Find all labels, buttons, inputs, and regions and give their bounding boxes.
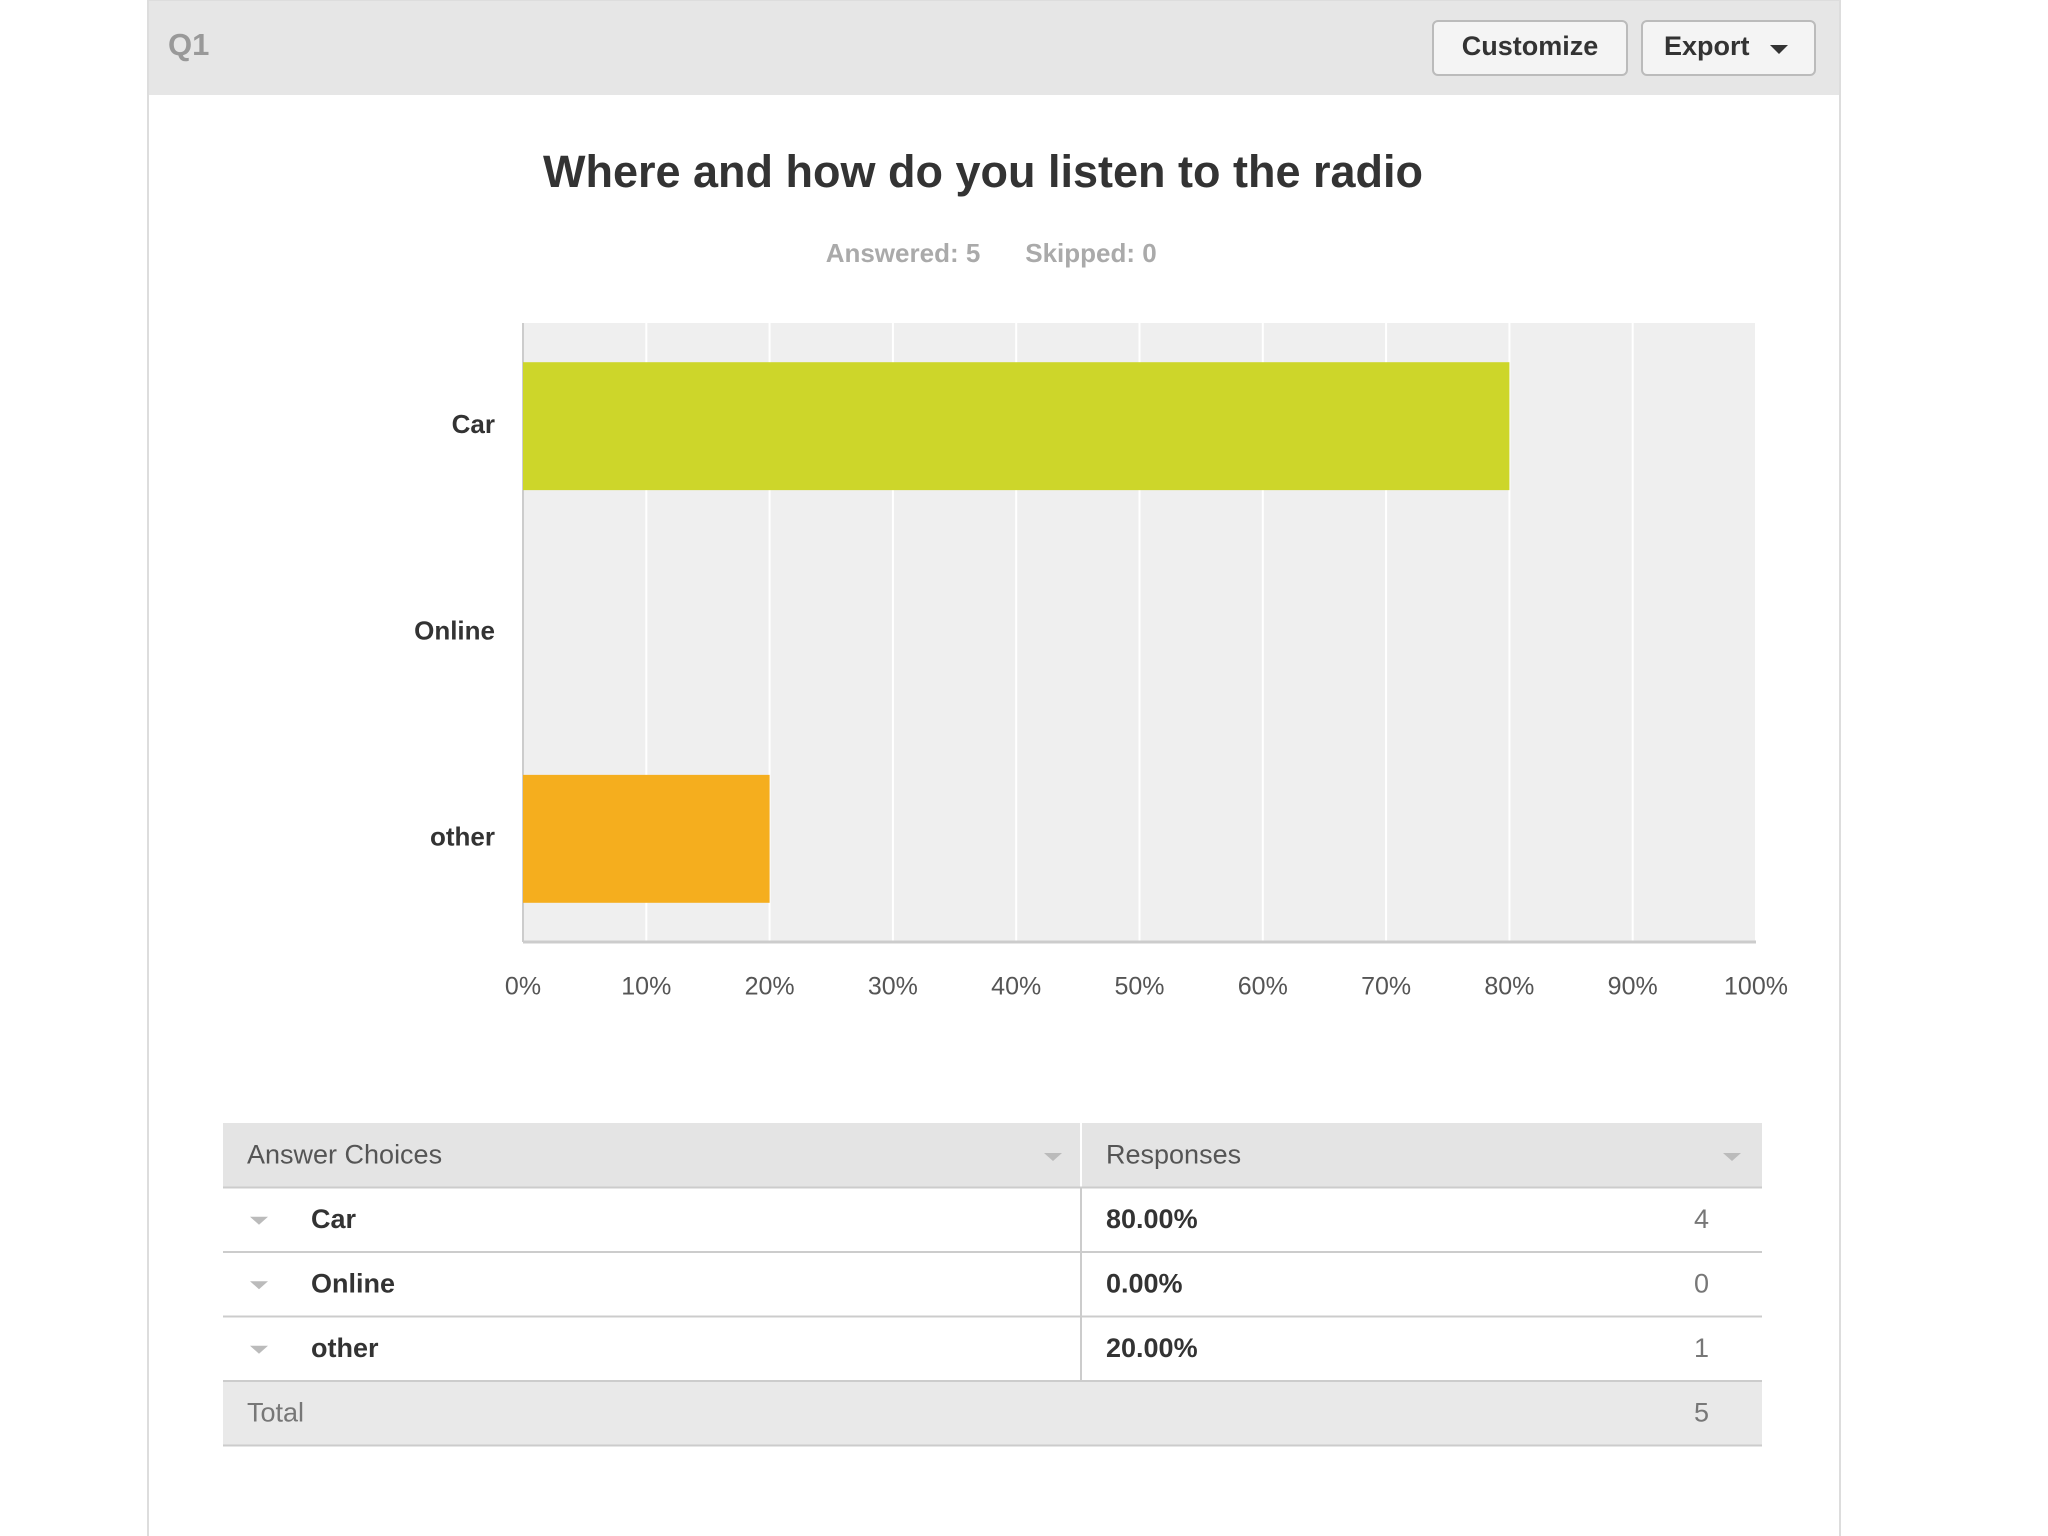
total-count: 5: [1694, 1397, 1709, 1427]
x-tick-label: 30%: [868, 973, 918, 1001]
response-percent: 80.00%: [1106, 1204, 1198, 1234]
response-count: 1: [1694, 1333, 1709, 1363]
x-tick-label: 70%: [1361, 973, 1411, 1001]
x-tick-label: 80%: [1484, 973, 1534, 1001]
column-header: Answer Choices: [247, 1139, 442, 1169]
x-tick-label: 100%: [1724, 973, 1788, 1001]
x-tick-label: 60%: [1238, 973, 1288, 1001]
answer-choice: Car: [311, 1204, 357, 1234]
category-label: Online: [414, 615, 495, 645]
chart-title: Where and how do you listen to the radio: [543, 146, 1423, 197]
dropdown-caret[interactable]: [1770, 45, 1788, 54]
x-tick-label: 90%: [1608, 973, 1658, 1001]
table-header: [223, 1123, 1762, 1188]
sort-caret: [1723, 1153, 1741, 1161]
column-header: Responses: [1106, 1139, 1241, 1169]
category-label: other: [430, 822, 495, 852]
skipped-count: Skipped: 0: [1025, 238, 1156, 268]
category-label: Car: [452, 409, 495, 439]
response-count: 0: [1694, 1268, 1709, 1298]
response-percent: 0.00%: [1106, 1268, 1183, 1298]
x-tick-label: 10%: [621, 973, 671, 1001]
total-row: [223, 1381, 1762, 1446]
sort-caret: [1044, 1153, 1062, 1161]
row-caret: [250, 1345, 268, 1354]
x-tick-label: 20%: [745, 973, 795, 1001]
x-tick-label: 0%: [505, 973, 541, 1001]
customize-button[interactable]: [1432, 20, 1628, 76]
export-label[interactable]: Export: [1664, 31, 1750, 61]
bar: [523, 774, 770, 903]
bar: [523, 362, 1510, 491]
export-button[interactable]: [1641, 20, 1816, 76]
response-percent: 20.00%: [1106, 1333, 1198, 1363]
answer-choice: Online: [311, 1268, 395, 1298]
x-tick-label: 40%: [991, 973, 1041, 1001]
customize-label[interactable]: Customize: [1462, 31, 1599, 61]
x-tick-label: 50%: [1114, 973, 1164, 1001]
row-caret: [250, 1281, 268, 1290]
total-label: Total: [247, 1397, 304, 1427]
response-count: 4: [1694, 1204, 1709, 1234]
answered-count: Answered: 5: [826, 238, 981, 268]
row-caret: [250, 1216, 268, 1225]
question-label: Q1: [168, 27, 209, 62]
answer-choice: other: [311, 1333, 379, 1363]
